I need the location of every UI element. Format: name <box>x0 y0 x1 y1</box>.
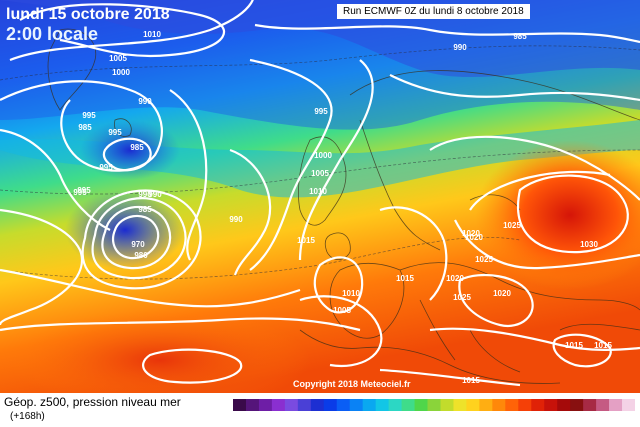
scale-swatch <box>388 399 403 411</box>
coastlines <box>47 28 640 384</box>
isobar-label: 990 <box>138 190 152 199</box>
isobar-label: 1000 <box>112 68 130 77</box>
isobar-label: 1010 <box>143 30 161 39</box>
scale-swatch <box>284 399 299 411</box>
scale-swatch <box>570 399 584 411</box>
isobar-label: 995 <box>77 186 91 195</box>
geopotential-pressure-map: 1010100510009909959859959909859959909959… <box>0 0 640 393</box>
isobar-label: 1015 <box>565 341 583 350</box>
isobar-label: 995 <box>99 163 113 172</box>
color-scale <box>233 399 635 411</box>
scale-swatch <box>622 399 635 411</box>
scale-swatch <box>479 399 493 411</box>
scale-swatch <box>336 399 351 411</box>
copyright-label: Copyright 2018 Meteociel.fr <box>293 379 411 389</box>
isobar-label: 995 <box>73 188 87 197</box>
isobar-label: 1010 <box>342 289 360 298</box>
scale-swatch <box>401 399 416 411</box>
isobar-label: 1025 <box>453 293 471 302</box>
scale-swatch <box>531 399 545 411</box>
isobar-label: 980 <box>134 251 148 260</box>
scale-swatch <box>583 399 597 411</box>
isobar-label: 1020 <box>465 233 483 242</box>
scale-swatch <box>362 399 377 411</box>
scale-swatch <box>310 399 325 411</box>
isobar-label: 985 <box>130 143 144 152</box>
isobar-label: 985 <box>513 32 527 41</box>
isobar-label: 1015 <box>297 236 315 245</box>
scale-swatch <box>427 399 441 411</box>
scale-swatch <box>596 399 610 411</box>
isobar-label: 985 <box>138 205 152 214</box>
scale-swatch <box>297 399 312 411</box>
isobar-label: 1010 <box>309 187 327 196</box>
scale-swatch <box>233 399 247 411</box>
isobar-label: 1020 <box>493 289 511 298</box>
isobar-label: 1015 <box>462 376 480 385</box>
isobar-label: 1005 <box>311 169 329 178</box>
scale-swatch <box>609 399 623 411</box>
scale-swatch <box>323 399 338 411</box>
scale-swatch <box>466 399 480 411</box>
isobar-label: 1005 <box>333 306 351 315</box>
isobar-label: 995 <box>314 107 328 116</box>
scale-swatch <box>544 399 558 411</box>
isobar-label: 1000 <box>314 151 332 160</box>
isobar-label: 1030 <box>580 240 598 249</box>
isobar-label: 1020 <box>462 229 480 238</box>
isobar-label: 990 <box>148 190 162 199</box>
scale-swatch <box>271 399 286 411</box>
isobar-label: 970 <box>131 240 145 249</box>
scale-swatch <box>505 399 519 411</box>
legend-subtitle: (+168h) <box>10 411 45 422</box>
scale-swatch <box>557 399 571 411</box>
isobar-label: 990 <box>229 215 243 224</box>
isobar-label: 1025 <box>503 221 521 230</box>
isobar-label: 985 <box>78 123 92 132</box>
scale-swatch <box>414 399 429 411</box>
isobars <box>0 0 640 385</box>
scale-swatch <box>245 399 260 411</box>
scale-swatch <box>349 399 364 411</box>
isobar-label: 990 <box>453 43 467 52</box>
model-run-label: Run ECMWF 0Z du lundi 8 octobre 2018 <box>337 4 530 19</box>
isobar-label: 1020 <box>446 274 464 283</box>
scale-swatch <box>453 399 467 411</box>
scale-swatch <box>440 399 454 411</box>
scale-swatch <box>375 399 390 411</box>
legend-title: Géop. z500, pression niveau mer <box>4 395 181 409</box>
scale-swatch <box>492 399 506 411</box>
isobar-label: 1005 <box>109 54 127 63</box>
legend-bar: Géop. z500, pression niveau mer (+168h) <box>0 393 640 427</box>
scale-swatch <box>518 399 532 411</box>
forecast-date: lundi 15 octobre 2018 <box>6 6 170 23</box>
geopotential-contours <box>0 45 640 280</box>
scale-swatch <box>258 399 273 411</box>
isobar-label: 1015 <box>594 341 612 350</box>
forecast-time: 2:00 locale <box>6 24 99 44</box>
isobar-label: 1025 <box>475 255 493 264</box>
isobar-label: 990 <box>138 97 152 106</box>
isobar-label: 995 <box>82 111 96 120</box>
isobar-label: 995 <box>108 128 122 137</box>
isobar-label: 1015 <box>396 274 414 283</box>
isobar-labels: 1010100510009909959859959909859959909959… <box>73 30 612 385</box>
